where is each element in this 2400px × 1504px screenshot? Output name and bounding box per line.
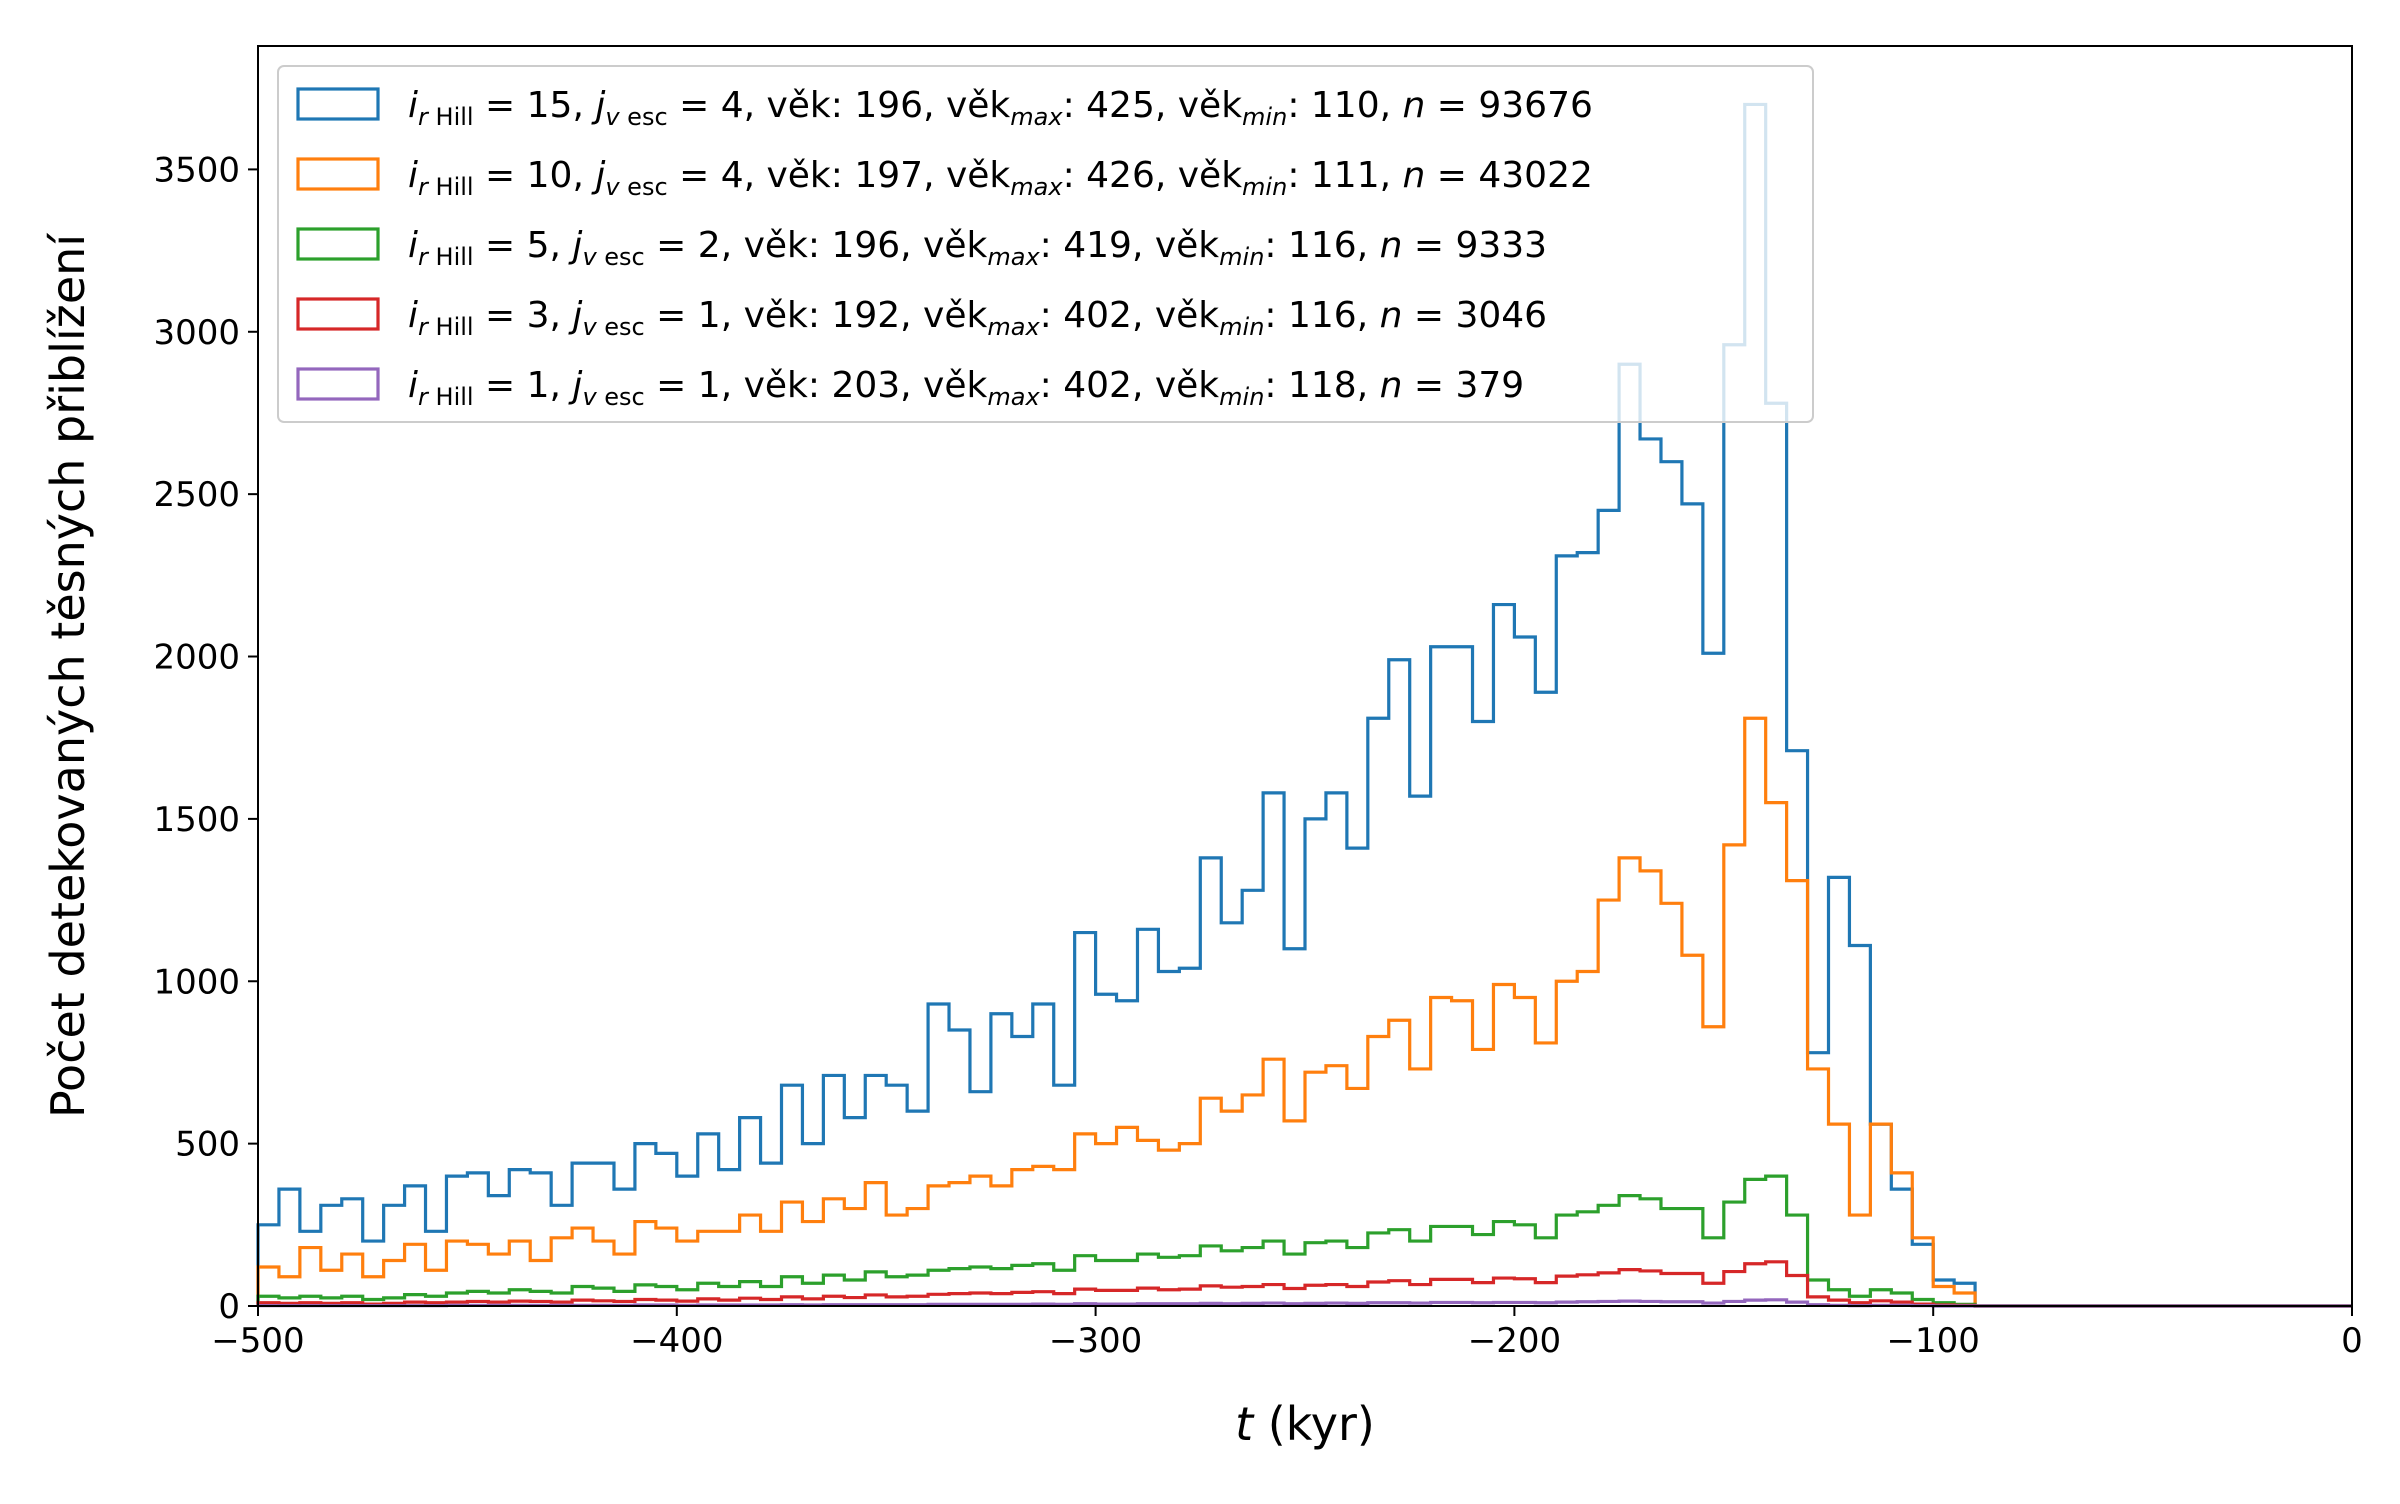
x-axis-label-var: t (1235, 1397, 1255, 1451)
legend-swatch (296, 157, 380, 191)
x-axis-label-unit: (kyr) (1253, 1397, 1375, 1451)
x-tick-label: −400 (630, 1321, 723, 1361)
legend-swatch (296, 297, 380, 331)
y-tick-label: 1500 (153, 800, 240, 840)
legend: ir Hill = 15, jv esc = 4, věk: 196, věkm… (277, 65, 1814, 423)
x-axis-label: t (kyr) (1235, 1397, 1375, 1451)
series-line-1 (256, 102, 2352, 1308)
x-tick-label: −500 (211, 1321, 304, 1361)
legend-swatch (296, 87, 380, 121)
plot-frame (257, 45, 2353, 1307)
series-line-4 (256, 1260, 2352, 1308)
legend-label: ir Hill = 10, jv esc = 4, věk: 197, věkm… (408, 155, 1593, 201)
x-tick-label: 0 (2341, 1321, 2363, 1361)
legend-entry-5: ir Hill = 1, jv esc = 1, věk: 203, věkma… (296, 365, 1524, 411)
x-tick-label: −200 (1468, 1321, 1561, 1361)
series-line-2 (256, 716, 2352, 1308)
legend-label: ir Hill = 3, jv esc = 1, věk: 192, věkma… (408, 295, 1547, 341)
x-axis: −500 −400 −300 −200 −100 0 (211, 1306, 2363, 1361)
y-tick-label: 2500 (153, 475, 240, 515)
legend-label: ir Hill = 15, jv esc = 4, věk: 196, věkm… (408, 85, 1593, 131)
y-axis-label: Počet detekovaných těsných přiblížení (41, 233, 95, 1118)
legend-label: ir Hill = 5, jv esc = 2, věk: 196, věkma… (408, 225, 1547, 271)
legend-box (277, 65, 1814, 423)
y-axis: 0 500 1000 1500 2000 2500 3000 3500 (153, 150, 258, 1327)
y-tick-label: 1000 (153, 962, 240, 1002)
x-tick-label: −100 (1887, 1321, 1980, 1361)
y-tick-label: 3500 (153, 150, 240, 190)
legend-swatch (296, 227, 380, 261)
legend-label: ir Hill = 1, jv esc = 1, věk: 203, věkma… (408, 365, 1524, 411)
series-line-3 (256, 1174, 2352, 1308)
legend-entry-4: ir Hill = 3, jv esc = 1, věk: 192, věkma… (296, 295, 1547, 341)
legend-entry-1: ir Hill = 15, jv esc = 4, věk: 196, věkm… (296, 85, 1593, 131)
x-tick-label: −300 (1049, 1321, 1142, 1361)
series-layer (256, 102, 2352, 1308)
legend-entry-3: ir Hill = 5, jv esc = 2, věk: 196, věkma… (296, 225, 1547, 271)
y-tick-label: 500 (175, 1125, 240, 1165)
y-tick-label: 3000 (153, 313, 240, 353)
legend-swatch (296, 367, 380, 401)
y-tick-label: 2000 (153, 638, 240, 678)
legend-entry-2: ir Hill = 10, jv esc = 4, věk: 197, věkm… (296, 155, 1593, 201)
y-tick-label: 0 (218, 1287, 240, 1327)
